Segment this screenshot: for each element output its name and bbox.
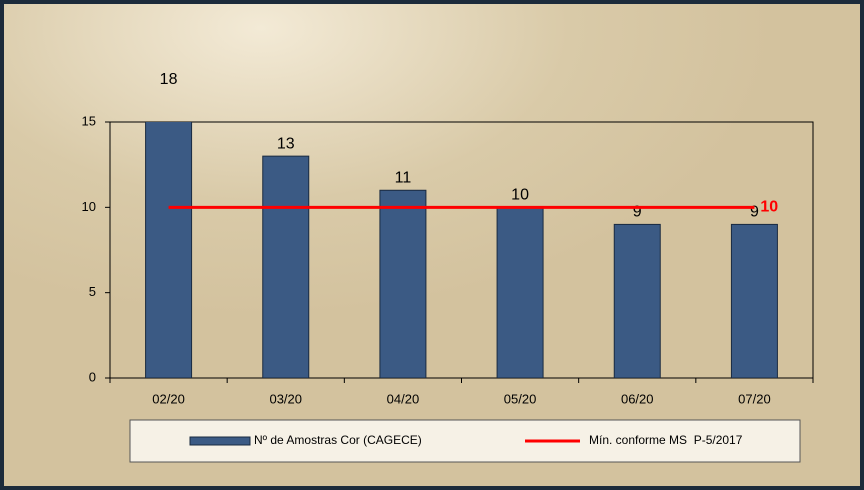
x-tick-label: 07/20 (738, 391, 771, 406)
y-tick-label: 15 (82, 113, 96, 128)
y-tick-label: 0 (89, 369, 96, 384)
x-tick-label: 02/20 (152, 391, 185, 406)
data-label: 18 (160, 71, 178, 88)
bar (730, 223, 778, 378)
legend-swatch (189, 436, 251, 446)
legend-label: Mín. conforme MS P-5/2017 (589, 433, 743, 447)
y-tick-label: 10 (82, 199, 96, 214)
bar (613, 223, 661, 378)
x-tick-label: 03/20 (269, 391, 302, 406)
data-label: 13 (277, 135, 295, 152)
bar (379, 189, 427, 378)
data-label: 9 (750, 204, 759, 221)
bar (496, 206, 544, 378)
bar (145, 122, 193, 378)
data-label: 10 (760, 199, 778, 216)
legend-label: Nº de Amostras Cor (CAGECE) (254, 433, 422, 447)
data-label: 9 (633, 204, 642, 221)
x-tick-label: 05/20 (504, 391, 537, 406)
y-tick-label: 5 (89, 284, 96, 299)
x-tick-label: 06/20 (621, 391, 654, 406)
data-label: 11 (395, 169, 412, 186)
x-tick-label: 04/20 (387, 391, 420, 406)
bar (262, 155, 310, 378)
data-label: 10 (511, 187, 529, 204)
